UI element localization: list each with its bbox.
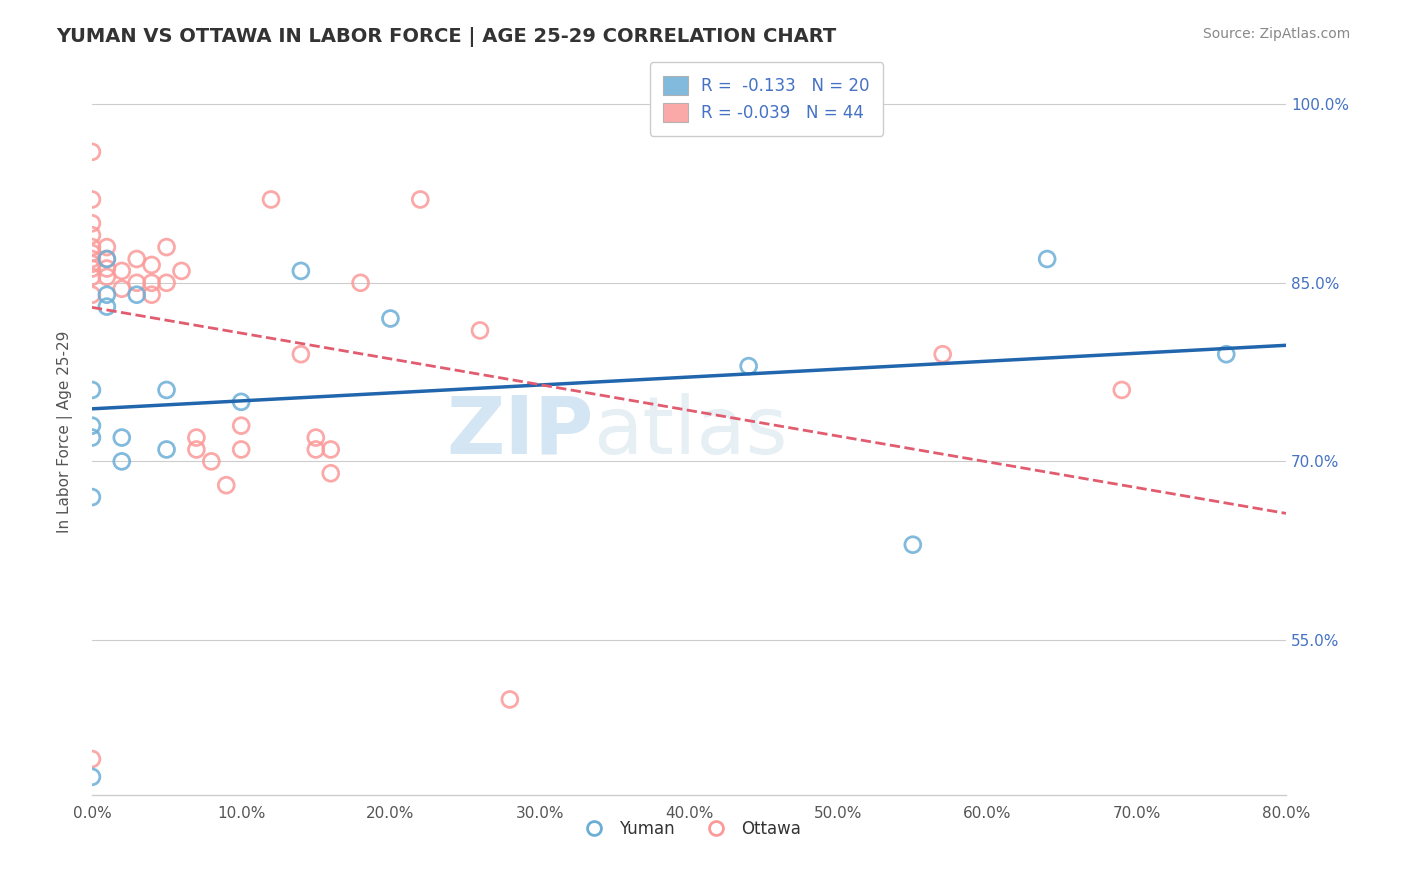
Point xyxy=(125,287,148,301)
Point xyxy=(111,282,134,296)
Point xyxy=(80,216,103,230)
Point xyxy=(80,431,103,445)
Point xyxy=(96,252,118,266)
Point xyxy=(111,431,134,445)
Point xyxy=(80,752,103,766)
Point xyxy=(80,490,103,504)
Text: YUMAN VS OTTAWA IN LABOR FORCE | AGE 25-29 CORRELATION CHART: YUMAN VS OTTAWA IN LABOR FORCE | AGE 25-… xyxy=(56,27,837,46)
Point xyxy=(111,454,134,468)
Point xyxy=(468,323,491,337)
Point xyxy=(155,276,177,290)
Point xyxy=(1111,383,1133,397)
Point xyxy=(901,538,924,552)
Point xyxy=(737,359,759,373)
Point xyxy=(141,287,163,301)
Point xyxy=(80,193,103,207)
Point xyxy=(80,770,103,784)
Point xyxy=(96,287,118,301)
Point xyxy=(349,276,371,290)
Text: atlas: atlas xyxy=(593,392,787,471)
Point xyxy=(125,252,148,266)
Point xyxy=(499,692,522,706)
Point xyxy=(170,264,193,278)
Point xyxy=(80,228,103,243)
Point xyxy=(96,269,118,284)
Point xyxy=(186,431,208,445)
Point xyxy=(96,261,118,276)
Point xyxy=(80,145,103,159)
Point xyxy=(155,383,177,397)
Point xyxy=(141,258,163,272)
Point xyxy=(319,467,342,481)
Text: ZIP: ZIP xyxy=(446,392,593,471)
Point xyxy=(231,395,253,409)
Point xyxy=(380,311,402,326)
Point xyxy=(319,442,342,457)
Legend: Yuman, Ottawa: Yuman, Ottawa xyxy=(571,814,807,845)
Point xyxy=(290,264,312,278)
Point xyxy=(200,454,222,468)
Y-axis label: In Labor Force | Age 25-29: In Labor Force | Age 25-29 xyxy=(58,330,73,533)
Point xyxy=(409,193,432,207)
Point xyxy=(260,193,283,207)
Point xyxy=(96,240,118,254)
Point xyxy=(305,431,328,445)
Point xyxy=(231,442,253,457)
Point xyxy=(125,276,148,290)
Point xyxy=(231,418,253,433)
Point xyxy=(80,240,103,254)
Point xyxy=(80,287,103,301)
Point xyxy=(80,252,103,266)
Point xyxy=(80,418,103,433)
Point xyxy=(155,442,177,457)
Point xyxy=(305,442,328,457)
Point xyxy=(80,257,103,271)
Point xyxy=(80,261,103,276)
Point xyxy=(931,347,953,361)
Point xyxy=(215,478,238,492)
Point xyxy=(1036,252,1059,266)
Point xyxy=(141,276,163,290)
Point xyxy=(80,246,103,260)
Point xyxy=(96,300,118,314)
Point xyxy=(111,264,134,278)
Point xyxy=(155,240,177,254)
Point xyxy=(1215,347,1237,361)
Point xyxy=(80,269,103,284)
Text: Source: ZipAtlas.com: Source: ZipAtlas.com xyxy=(1202,27,1350,41)
Point xyxy=(96,252,118,266)
Point xyxy=(186,442,208,457)
Point xyxy=(290,347,312,361)
Point xyxy=(80,383,103,397)
